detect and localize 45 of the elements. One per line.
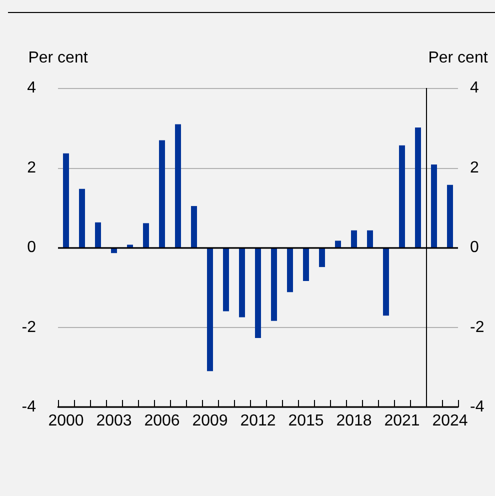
bar: [383, 248, 389, 316]
x-tick-label: 2006: [144, 412, 180, 430]
y2-axis-title: Per cent: [428, 50, 488, 66]
bar: [127, 244, 133, 248]
y2-tick-label: 2: [470, 159, 479, 176]
y-tick-label: -2: [22, 318, 36, 336]
bar: [399, 145, 405, 248]
y2-tick-label: -4: [470, 398, 484, 416]
bar: [271, 248, 277, 321]
bar: [191, 206, 197, 248]
bar: [239, 248, 245, 318]
bar: [255, 248, 261, 338]
x-tick-label: 2003: [96, 412, 132, 430]
y2-tick-label: 4: [470, 80, 479, 96]
bar: [79, 188, 85, 248]
x-tick-label: 2018: [336, 412, 372, 430]
y-tick-label: 2: [27, 159, 36, 176]
bar: [335, 240, 341, 248]
y-tick-label: 0: [27, 239, 36, 256]
bar: [223, 248, 229, 312]
bar: [367, 230, 373, 248]
y-axis-title: Per cent: [28, 50, 88, 66]
bar: [351, 230, 357, 248]
y2-tick-label: -2: [470, 318, 484, 336]
bar: [415, 127, 421, 248]
bar: [319, 248, 325, 268]
y-tick-label: 4: [27, 80, 36, 96]
x-tick-label: 2012: [240, 412, 276, 430]
bar: [175, 124, 181, 248]
y-tick-label: -4: [22, 398, 36, 416]
bar: [63, 153, 69, 248]
x-tick-label: 2021: [384, 412, 420, 430]
bar: [287, 248, 293, 292]
x-tick-label: 2009: [192, 412, 228, 430]
x-tick-label: 2000: [48, 412, 84, 430]
bar: [447, 184, 453, 248]
bar: [143, 223, 149, 248]
bar: [303, 248, 309, 281]
x-tick-label: 2024: [432, 412, 468, 430]
bar: [207, 248, 213, 372]
bar: [95, 222, 101, 248]
x-tick-label: 2015: [288, 412, 324, 430]
bar: [431, 164, 437, 248]
y2-tick-label: 0: [470, 239, 479, 256]
bar: [159, 140, 165, 248]
